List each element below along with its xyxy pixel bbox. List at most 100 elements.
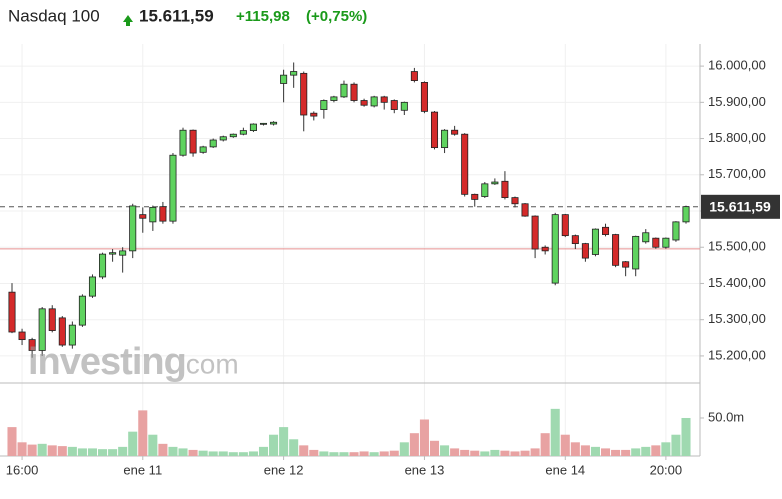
candle-body	[350, 83, 358, 101]
x-tick-label: ene 12	[264, 462, 304, 477]
grid	[0, 44, 700, 456]
volume-bar	[158, 443, 168, 456]
volume-bar	[631, 448, 641, 456]
volume-bar	[188, 449, 198, 456]
candle-body	[340, 83, 348, 98]
volume-bar	[27, 444, 37, 456]
watermark-brand: investing	[28, 341, 186, 383]
candle-body	[88, 276, 96, 297]
volume-bar	[409, 433, 419, 456]
volume-bar	[148, 434, 158, 456]
candle-body	[581, 243, 589, 259]
candle-body	[129, 205, 137, 252]
volume-bar	[299, 445, 309, 456]
y-tick-label: 15.900,00	[708, 94, 766, 109]
volume-bar	[238, 452, 248, 456]
volume-bar	[661, 442, 671, 456]
candle-body	[602, 226, 610, 235]
up-arrow	[123, 15, 133, 26]
candle-body	[270, 121, 278, 125]
candle-body	[451, 129, 459, 135]
volume-bar	[470, 450, 480, 456]
change: +115,98	[236, 8, 290, 25]
volume-bar	[389, 450, 399, 456]
volume-bar	[450, 448, 460, 456]
candle-body	[18, 331, 26, 341]
volume-bar	[208, 451, 218, 456]
volume-bar	[309, 449, 319, 456]
candle-body	[642, 232, 650, 243]
candle-body	[410, 71, 418, 81]
y-tick-label: 15.500,00	[708, 239, 766, 254]
volume-bar	[329, 452, 339, 456]
candle-body	[491, 181, 499, 185]
candle-body	[58, 317, 66, 346]
last-price: 15.611,59	[139, 6, 214, 25]
volume-bar	[379, 451, 389, 456]
volume-bar	[77, 448, 87, 456]
candle-body	[219, 136, 227, 141]
volume-bar	[198, 450, 208, 456]
x-tick-label: ene 11	[123, 462, 162, 477]
candle-body	[430, 111, 439, 149]
current-price-box	[701, 194, 780, 219]
y-tick-label: 15.300,00	[708, 311, 766, 326]
candle-body	[149, 206, 157, 223]
volume-bar	[399, 442, 409, 456]
candle-body	[139, 214, 147, 219]
candle-body	[682, 206, 690, 223]
candle-body	[441, 129, 449, 149]
candle-body	[68, 324, 76, 346]
volume-bar	[641, 446, 651, 456]
volume-bar	[98, 449, 108, 456]
volume-bar	[37, 443, 47, 456]
candle-body	[300, 72, 308, 116]
candle-body	[259, 122, 268, 125]
candle-body	[290, 71, 298, 76]
candle-body	[99, 253, 107, 278]
volume-bar	[369, 452, 379, 456]
x-tick-label: ene 14	[545, 462, 585, 477]
volume-bar	[178, 448, 188, 456]
candle-body	[561, 214, 569, 237]
volume-bar	[289, 439, 299, 456]
candle-body	[229, 133, 237, 138]
volume-bar	[530, 448, 540, 456]
volume-bar	[248, 451, 258, 456]
candle-body	[652, 237, 660, 248]
candle-body	[169, 154, 177, 222]
volume-bar	[47, 445, 57, 456]
volume-bar	[419, 419, 429, 456]
candle-body	[632, 235, 640, 270]
candle-body	[551, 214, 559, 284]
candle-body	[320, 100, 328, 110]
candle-body	[481, 183, 489, 197]
candle-body	[189, 129, 197, 154]
volume-bar	[359, 451, 369, 456]
volume-bar	[621, 449, 631, 456]
candle-body	[209, 139, 217, 148]
volume-bar	[460, 449, 470, 456]
volume-bar	[540, 433, 550, 456]
candle-body	[531, 215, 539, 250]
volume-bar	[258, 446, 269, 456]
candle-body	[380, 96, 388, 103]
candle-body	[310, 112, 318, 117]
y-tick-label: 15.700,00	[708, 166, 766, 181]
volume-bar	[520, 450, 530, 456]
x-tick-label: 20:00	[650, 462, 683, 477]
y-tick-label: 15.800,00	[708, 130, 766, 145]
candle-body	[179, 129, 187, 156]
volume-bar	[138, 410, 148, 456]
volume-bar	[339, 452, 349, 456]
candle-body	[541, 246, 549, 252]
watermark-domain: .com	[178, 348, 239, 379]
volume-bar	[429, 440, 440, 456]
candle-body	[280, 74, 288, 84]
volume-bar	[57, 446, 67, 456]
candle-body	[28, 339, 36, 351]
candle-body	[672, 221, 680, 241]
volume-bar	[550, 408, 560, 456]
candle-body	[38, 308, 46, 351]
